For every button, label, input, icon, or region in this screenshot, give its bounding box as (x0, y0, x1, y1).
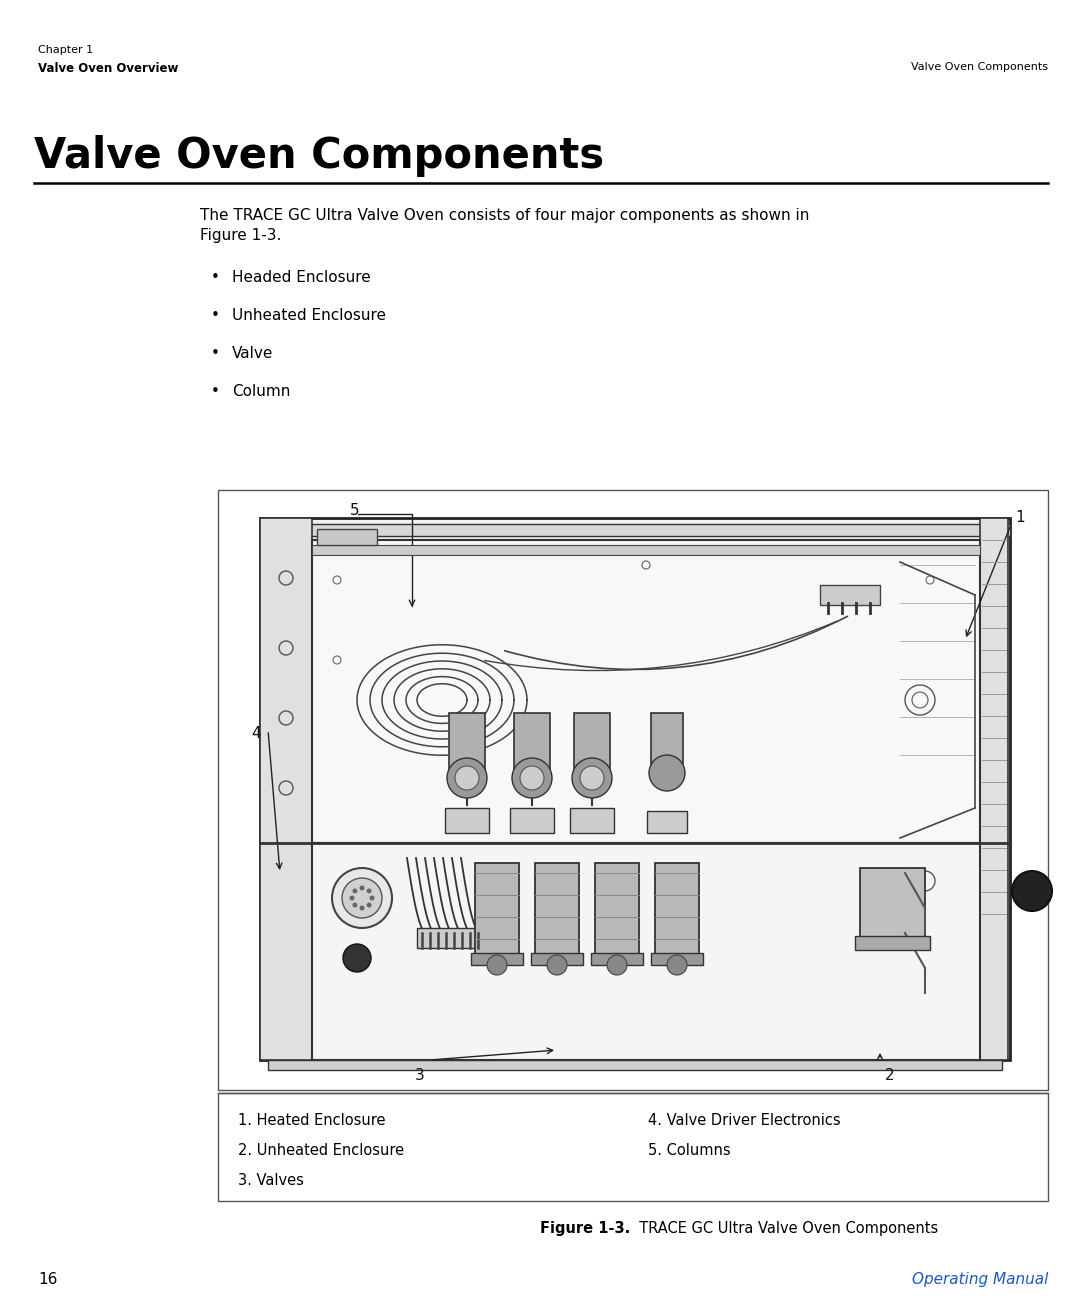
Circle shape (667, 955, 687, 975)
Text: •: • (211, 384, 219, 399)
Text: Chapter 1: Chapter 1 (38, 45, 93, 54)
Text: 3: 3 (415, 1068, 424, 1083)
Circle shape (607, 955, 627, 975)
Bar (260, 518, 1010, 1060)
Text: 4: 4 (252, 726, 260, 741)
Text: Figure 1-3.: Figure 1-3. (200, 228, 282, 244)
Bar (514, 713, 550, 778)
Circle shape (512, 758, 552, 798)
Text: 3. Valves: 3. Valves (238, 1173, 303, 1188)
Bar (318, 529, 377, 546)
Circle shape (572, 758, 612, 798)
Bar (535, 863, 579, 963)
Text: 1: 1 (1015, 511, 1025, 525)
Bar (573, 713, 610, 778)
Bar (218, 490, 1048, 1090)
Text: Operating Manual: Operating Manual (912, 1271, 1048, 1287)
Circle shape (649, 756, 685, 791)
Circle shape (580, 766, 604, 791)
Circle shape (519, 766, 544, 791)
Text: 2: 2 (886, 1068, 895, 1083)
Bar (595, 863, 639, 963)
Text: 2. Unheated Enclosure: 2. Unheated Enclosure (238, 1143, 404, 1159)
Circle shape (369, 896, 375, 901)
Circle shape (332, 868, 392, 928)
Text: 1. Heated Enclosure: 1. Heated Enclosure (238, 1113, 386, 1128)
Bar (510, 807, 554, 833)
Circle shape (352, 889, 357, 893)
Text: Figure 1-3.: Figure 1-3. (540, 1221, 630, 1236)
Circle shape (1012, 871, 1052, 911)
Circle shape (343, 943, 372, 972)
Circle shape (447, 758, 487, 798)
Bar (312, 842, 980, 1060)
Text: Valve Oven Overview: Valve Oven Overview (38, 62, 178, 75)
Text: Valve: Valve (232, 346, 273, 362)
Circle shape (455, 766, 480, 791)
Text: Column: Column (232, 384, 291, 399)
Circle shape (352, 902, 357, 907)
Bar (531, 953, 583, 966)
Bar (449, 713, 485, 778)
Text: The TRACE GC Ultra Valve Oven consists of four major components as shown in: The TRACE GC Ultra Valve Oven consists o… (200, 207, 809, 223)
Text: Headed Enclosure: Headed Enclosure (232, 270, 370, 285)
Bar (475, 863, 519, 963)
Bar (820, 584, 880, 605)
Text: 16: 16 (38, 1271, 57, 1287)
Text: 4. Valve Driver Electronics: 4. Valve Driver Electronics (648, 1113, 840, 1128)
Circle shape (360, 885, 365, 890)
Bar (654, 863, 699, 963)
Text: 5: 5 (350, 503, 360, 518)
Text: TRACE GC Ultra Valve Oven Components: TRACE GC Ultra Valve Oven Components (630, 1221, 939, 1236)
Text: Valve Oven Components: Valve Oven Components (33, 135, 604, 178)
Text: Unheated Enclosure: Unheated Enclosure (232, 308, 386, 323)
Circle shape (487, 955, 507, 975)
Circle shape (366, 902, 372, 907)
Bar (260, 518, 312, 1060)
Bar (471, 953, 523, 966)
Circle shape (360, 906, 365, 911)
Bar (980, 518, 1008, 1060)
Bar (268, 1060, 1002, 1070)
Bar (651, 713, 683, 772)
Bar (651, 953, 703, 966)
Bar (860, 868, 924, 947)
Text: •: • (211, 270, 219, 285)
Bar (647, 811, 687, 833)
Bar (417, 928, 487, 947)
Circle shape (546, 955, 567, 975)
Circle shape (350, 896, 354, 901)
Circle shape (366, 889, 372, 893)
Bar (312, 546, 980, 555)
Text: Valve Oven Components: Valve Oven Components (912, 62, 1048, 73)
Bar (855, 936, 930, 950)
Bar (312, 540, 980, 842)
Text: 5. Columns: 5. Columns (648, 1143, 731, 1159)
Text: •: • (211, 346, 219, 362)
Bar (591, 953, 643, 966)
Bar (445, 807, 489, 833)
Circle shape (342, 877, 382, 918)
Bar (260, 524, 1010, 537)
Bar (570, 807, 615, 833)
Text: •: • (211, 308, 219, 323)
Bar (218, 1093, 1048, 1201)
